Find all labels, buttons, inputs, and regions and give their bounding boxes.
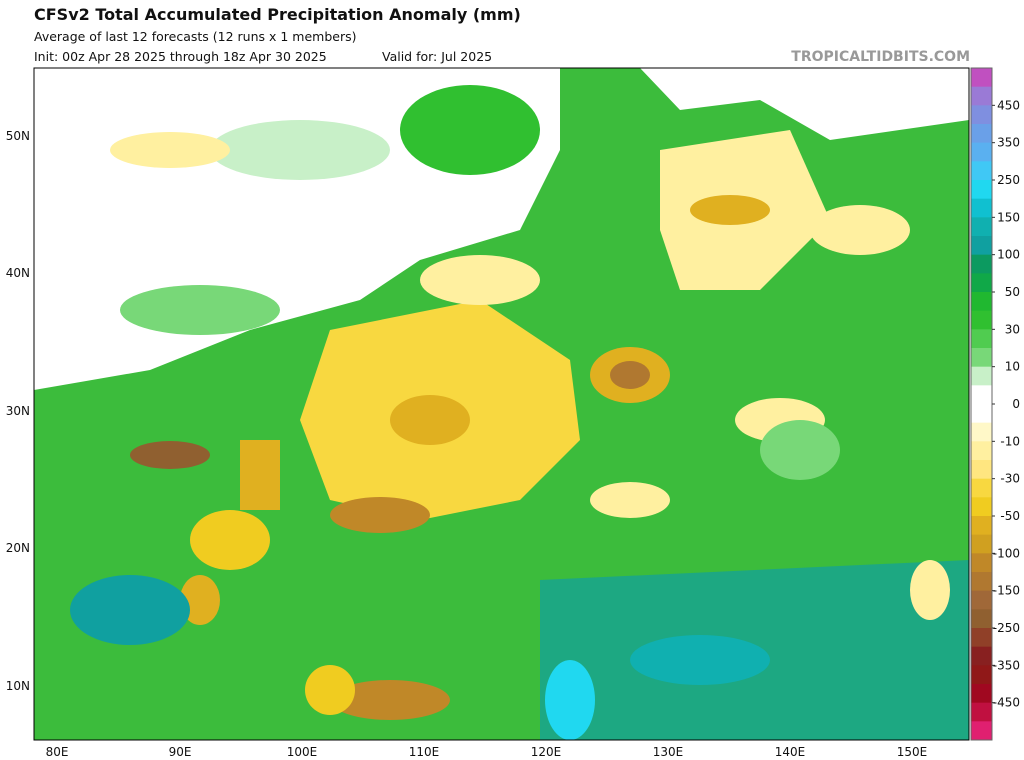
colorbar-segment <box>971 553 992 573</box>
colorbar-segment <box>971 460 992 480</box>
colorbar-segment <box>971 404 992 424</box>
colorbar-segment <box>971 665 992 685</box>
title: CFSv2 Total Accumulated Precipitation An… <box>34 5 521 24</box>
colorbar-label: 350 <box>997 136 1020 150</box>
init-time: Init: 00z Apr 28 2025 through 18z Apr 30… <box>34 49 327 64</box>
lon-label: 110E <box>409 745 440 759</box>
lat-label: 40N <box>6 266 30 280</box>
colorbar-segment <box>971 180 992 200</box>
colorbar-segment <box>971 86 992 106</box>
colorbar-label: -150 <box>993 584 1020 598</box>
lon-label: 140E <box>775 745 806 759</box>
colorbar-segment <box>971 198 992 218</box>
colorbar-segment <box>971 628 992 648</box>
colorbar-segment <box>971 721 992 741</box>
colorbar-segment <box>971 236 992 256</box>
subtitle: Average of last 12 forecasts (12 runs x … <box>34 29 356 44</box>
colorbar-segment <box>971 348 992 368</box>
colorbar-segment <box>971 478 992 498</box>
lon-label: 120E <box>531 745 562 759</box>
colorbar-label: 50 <box>1005 285 1020 299</box>
colorbar-segment <box>971 646 992 666</box>
lat-label: 50N <box>6 129 30 143</box>
colorbar-segment <box>971 609 992 629</box>
valid-time: Valid for: Jul 2025 <box>382 49 492 64</box>
colorbar-segment <box>971 217 992 237</box>
colorbar-label: 450 <box>997 98 1020 112</box>
colorbar-label: -350 <box>993 658 1020 672</box>
colorbar-segment <box>971 572 992 592</box>
colorbar-segment <box>971 441 992 461</box>
colorbar-segment <box>971 684 992 704</box>
lon-labels: 80E 90E 100E 110E 120E 130E 140E 150E <box>46 745 928 759</box>
lat-labels: 50N 40N 30N 20N 10N <box>6 129 30 693</box>
colorbar-segment <box>971 161 992 181</box>
colorbar-segment <box>971 702 992 722</box>
colorbar-segment <box>971 292 992 312</box>
colorbar-label: 100 <box>997 248 1020 262</box>
colorbar-segment <box>971 516 992 536</box>
lon-label: 100E <box>287 745 318 759</box>
colorbar: 4503502501501005030100-10-30-50-100-150-… <box>970 67 1020 741</box>
source: TROPICALTIDBITS.COM <box>791 49 970 65</box>
colorbar-segment <box>971 590 992 610</box>
colorbar-segment <box>971 366 992 386</box>
lon-label: 150E <box>897 745 928 759</box>
lat-label: 30N <box>6 404 30 418</box>
colorbar-segment <box>971 497 992 517</box>
colorbar-segment <box>971 329 992 349</box>
lat-label: 20N <box>6 541 30 555</box>
colorbar-label: 0 <box>1012 397 1020 411</box>
lon-label: 90E <box>169 745 192 759</box>
map-frame <box>33 67 970 741</box>
colorbar-segment <box>971 254 992 274</box>
colorbar-label: -50 <box>1000 509 1020 523</box>
colorbar-segment <box>971 142 992 162</box>
colorbar-label: -10 <box>1000 434 1020 448</box>
colorbar-label: -30 <box>1000 472 1020 486</box>
colorbar-segment <box>971 124 992 144</box>
colorbar-label: -250 <box>993 621 1020 635</box>
lon-label: 80E <box>46 745 69 759</box>
colorbar-label: 150 <box>997 210 1020 224</box>
colorbar-label: 30 <box>1005 322 1020 336</box>
map-field <box>34 68 969 740</box>
colorbar-label: -450 <box>993 696 1020 710</box>
colorbar-segment <box>971 273 992 293</box>
lat-label: 10N <box>6 679 30 693</box>
colorbar-segment <box>971 105 992 125</box>
colorbar-segment <box>971 422 992 442</box>
colorbar-segment <box>971 68 992 88</box>
colorbar-label: -100 <box>993 546 1020 560</box>
colorbar-segment <box>971 534 992 554</box>
colorbar-label: 10 <box>1005 360 1020 374</box>
colorbar-segment <box>971 310 992 330</box>
colorbar-segment <box>971 385 992 405</box>
colorbar-label: 250 <box>997 173 1020 187</box>
lon-label: 130E <box>653 745 684 759</box>
